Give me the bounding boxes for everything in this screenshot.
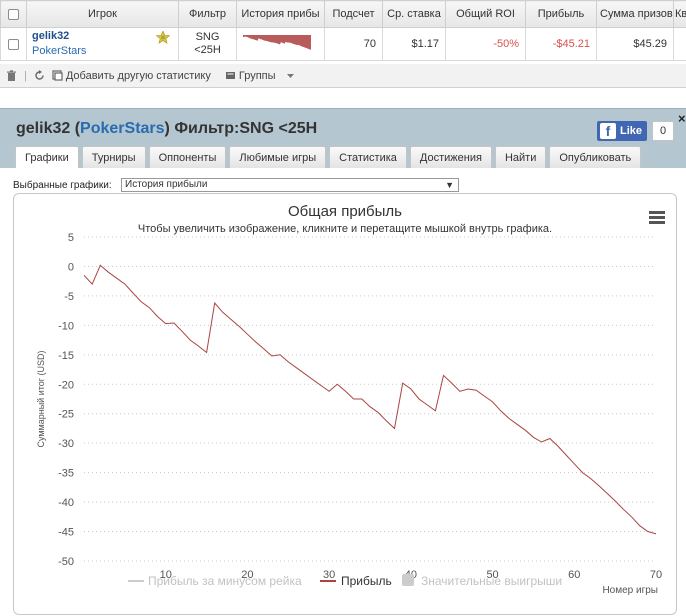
facebook-like-button[interactable]: f Like xyxy=(597,121,647,141)
y-tick-label: -20 xyxy=(58,379,74,391)
like-label: Like xyxy=(620,125,643,137)
chart-menu-icon[interactable] xyxy=(649,211,665,224)
panel-player-name: gelik32 xyxy=(16,120,71,137)
profit-history-sparkline[interactable] xyxy=(236,27,325,61)
toolbar-divider: | xyxy=(24,69,27,82)
legend-label-big-wins: Значительные выигрыши xyxy=(421,574,562,588)
add-window-icon xyxy=(52,70,63,81)
filter-cell: SNG <25H xyxy=(178,27,237,61)
row-checkbox[interactable] xyxy=(0,27,27,61)
panel-filter-text: Фильтр:SNG <25H xyxy=(174,120,318,137)
dropdown-arrow-icon: ▼ xyxy=(445,180,454,190)
col-header-prize-sum[interactable]: Сумма призов xyxy=(596,0,674,28)
y-tick-label: -40 xyxy=(58,497,74,509)
x-tick-label: 70 xyxy=(650,569,662,581)
col-header-roi[interactable]: Общий ROI xyxy=(445,0,526,28)
add-stat-button[interactable]: Добавить другую статистику xyxy=(52,70,218,82)
col-header-count[interactable]: Подсчет xyxy=(324,0,383,28)
y-tick-label: -35 xyxy=(58,468,74,480)
tab-statistics[interactable]: Статистика xyxy=(329,146,407,168)
table-toolbar: | Добавить другую статистику Группы xyxy=(0,64,686,88)
player-site-link[interactable]: PokerStars xyxy=(32,45,87,57)
select-all-checkbox[interactable] xyxy=(0,0,27,28)
like-count: 0 xyxy=(652,121,674,141)
sparkline-graph xyxy=(243,34,311,50)
player-panel: × gelik32 (PokerStars) Фильтр:SNG <25H f… xyxy=(0,108,686,616)
chart-title: Общая прибыль xyxy=(288,203,402,220)
filter-line-1: SNG xyxy=(195,31,220,43)
col-header-player[interactable]: Игрок xyxy=(26,0,179,28)
tab-charts[interactable]: Графики xyxy=(15,146,79,168)
table-row: gelik32 PokerStars SNG <25H 70 xyxy=(0,27,686,61)
legend-label-rake: Прибыль за минусом рейка xyxy=(148,574,302,588)
chart-subtitle: Чтобы увеличить изображение, кликните и … xyxy=(138,223,552,235)
facebook-icon: f xyxy=(600,123,616,139)
profit-value: -$45.21 xyxy=(525,27,597,61)
panel-title: gelik32 (PokerStars) Фильтр:SNG <25H xyxy=(16,120,318,137)
y-tick-label: -5 xyxy=(64,291,74,303)
y-tick-label: -30 xyxy=(58,438,74,450)
groups-dropdown[interactable]: Группы xyxy=(225,70,295,82)
y-tick-label: -15 xyxy=(58,350,74,362)
tab-publish[interactable]: Опубликовать xyxy=(549,146,642,168)
y-tick-label: -10 xyxy=(58,320,74,332)
panel-tabs: Графики Турниры Оппоненты Любимые игры С… xyxy=(15,146,644,168)
y-tick-label: 5 xyxy=(68,232,74,244)
col-header-filter[interactable]: Фильтр xyxy=(178,0,237,28)
chevron-down-icon xyxy=(286,74,294,78)
avg-stake-value: $1.17 xyxy=(382,27,446,61)
trash-icon[interactable] xyxy=(6,70,17,81)
col-header-more[interactable]: Ква xyxy=(673,0,686,28)
filter-line-2: <25H xyxy=(194,44,221,56)
award-badge-icon xyxy=(156,31,170,44)
profit-series-line xyxy=(83,264,657,535)
tab-find[interactable]: Найти xyxy=(494,146,547,168)
x-tick-label: 60 xyxy=(568,569,580,581)
x-tick-label: 10 xyxy=(160,569,172,581)
groups-label: Группы xyxy=(238,69,276,82)
chart-select-label: Выбранные графики: xyxy=(13,180,112,191)
chart-select-dropdown[interactable]: История прибыли ▼ xyxy=(121,178,459,192)
tab-content: Выбранные графики: История прибыли ▼ Общ… xyxy=(0,168,686,616)
tab-opponents[interactable]: Оппоненты xyxy=(148,146,227,168)
y-tick-label: -25 xyxy=(58,409,74,421)
tab-favorite-games[interactable]: Любимые игры xyxy=(229,146,327,168)
chart-select-value: История прибыли xyxy=(125,179,208,190)
panel-site-link[interactable]: PokerStars xyxy=(80,120,165,137)
groups-icon xyxy=(225,72,235,79)
refresh-icon[interactable] xyxy=(34,70,45,81)
legend-swatch-big-wins xyxy=(402,574,414,586)
col-header-avg-stake[interactable]: Ср. ставка xyxy=(382,0,446,28)
y-tick-label: -50 xyxy=(58,556,74,568)
extra-cell xyxy=(673,27,686,61)
player-name-link[interactable]: gelik32 xyxy=(32,30,70,42)
tab-tournaments[interactable]: Турниры xyxy=(81,146,146,168)
x-tick-label: 20 xyxy=(241,569,253,581)
roi-value: -50% xyxy=(445,27,526,61)
legend-label-profit: Прибыль xyxy=(341,574,392,588)
profit-chart[interactable]: Общая прибыль Чтобы увеличить изображение… xyxy=(14,194,676,614)
count-value: 70 xyxy=(324,27,383,61)
y-tick-label: 0 xyxy=(68,261,74,273)
player-cell: gelik32 PokerStars xyxy=(26,27,179,61)
chart-container[interactable]: Общая прибыль Чтобы увеличить изображение… xyxy=(13,193,677,615)
x-axis-label: Номер игры xyxy=(602,585,658,596)
prize-sum-value: $45.29 xyxy=(596,27,674,61)
y-axis-label: Суммарный итог (USD) xyxy=(36,350,46,447)
table-header-row: Игрок Фильтр История прибы Подсчет Ср. с… xyxy=(0,0,686,28)
x-tick-label: 50 xyxy=(486,569,498,581)
x-tick-label: 30 xyxy=(323,569,335,581)
tab-achievements[interactable]: Достижения xyxy=(409,146,492,168)
y-tick-label: -45 xyxy=(58,527,74,539)
stats-table: Игрок Фильтр История прибы Подсчет Ср. с… xyxy=(0,0,686,61)
close-icon[interactable]: × xyxy=(678,111,686,126)
add-stat-label: Добавить другую статистику xyxy=(65,69,211,82)
col-header-history[interactable]: История прибы xyxy=(236,0,325,28)
col-header-profit[interactable]: Прибыль xyxy=(525,0,597,28)
